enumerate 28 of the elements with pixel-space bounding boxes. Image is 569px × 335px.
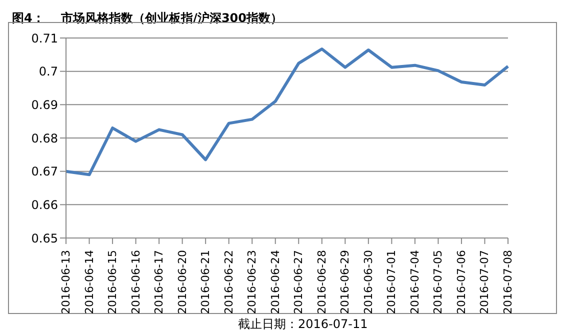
y-tick-label: 0.68 xyxy=(31,131,58,146)
x-tick-label: 2016-07-08 xyxy=(502,250,514,314)
y-tick-label: 0.69 xyxy=(31,98,58,112)
x-tick-label: 2016-06-16 xyxy=(129,250,142,314)
x-tick-label: 2016-06-21 xyxy=(199,250,212,314)
x-tick-label: 2016-06-15 xyxy=(106,250,120,314)
x-tick-label: 2016-07-05 xyxy=(432,250,445,314)
x-tick-label: 2016-06-20 xyxy=(176,250,189,314)
x-tick-label: 2016-06-29 xyxy=(338,250,352,314)
x-tick-label: 2016-07-06 xyxy=(454,250,468,314)
x-tick-label: 2016-06-27 xyxy=(292,250,306,314)
x-tick-label: 2016-06-17 xyxy=(152,250,166,314)
x-tick-label: 2016-06-22 xyxy=(222,250,236,314)
y-tick-label: 0.71 xyxy=(31,31,58,46)
x-tick-label: 2016-07-01 xyxy=(385,250,398,314)
x-tick-label: 2016-06-23 xyxy=(246,250,259,314)
x-tick-label: 2016-06-13 xyxy=(60,250,72,314)
x-tick-label: 2016-06-30 xyxy=(362,250,375,314)
x-tick-label: 2016-07-07 xyxy=(478,250,492,314)
y-tick-label: 0.66 xyxy=(31,198,58,212)
x-tick-label: 2016-06-28 xyxy=(315,250,328,314)
y-tick-label: 0.67 xyxy=(31,164,58,179)
x-tick-label: 2016-06-14 xyxy=(82,250,96,314)
x-tick-label: 2016-07-04 xyxy=(408,250,422,314)
y-tick-label: 0.65 xyxy=(31,231,58,246)
y-tick-label: 0.7 xyxy=(38,64,58,79)
x-tick-label: 2016-06-24 xyxy=(268,250,282,314)
text: 截止日期：2016-07-11 xyxy=(238,316,368,333)
